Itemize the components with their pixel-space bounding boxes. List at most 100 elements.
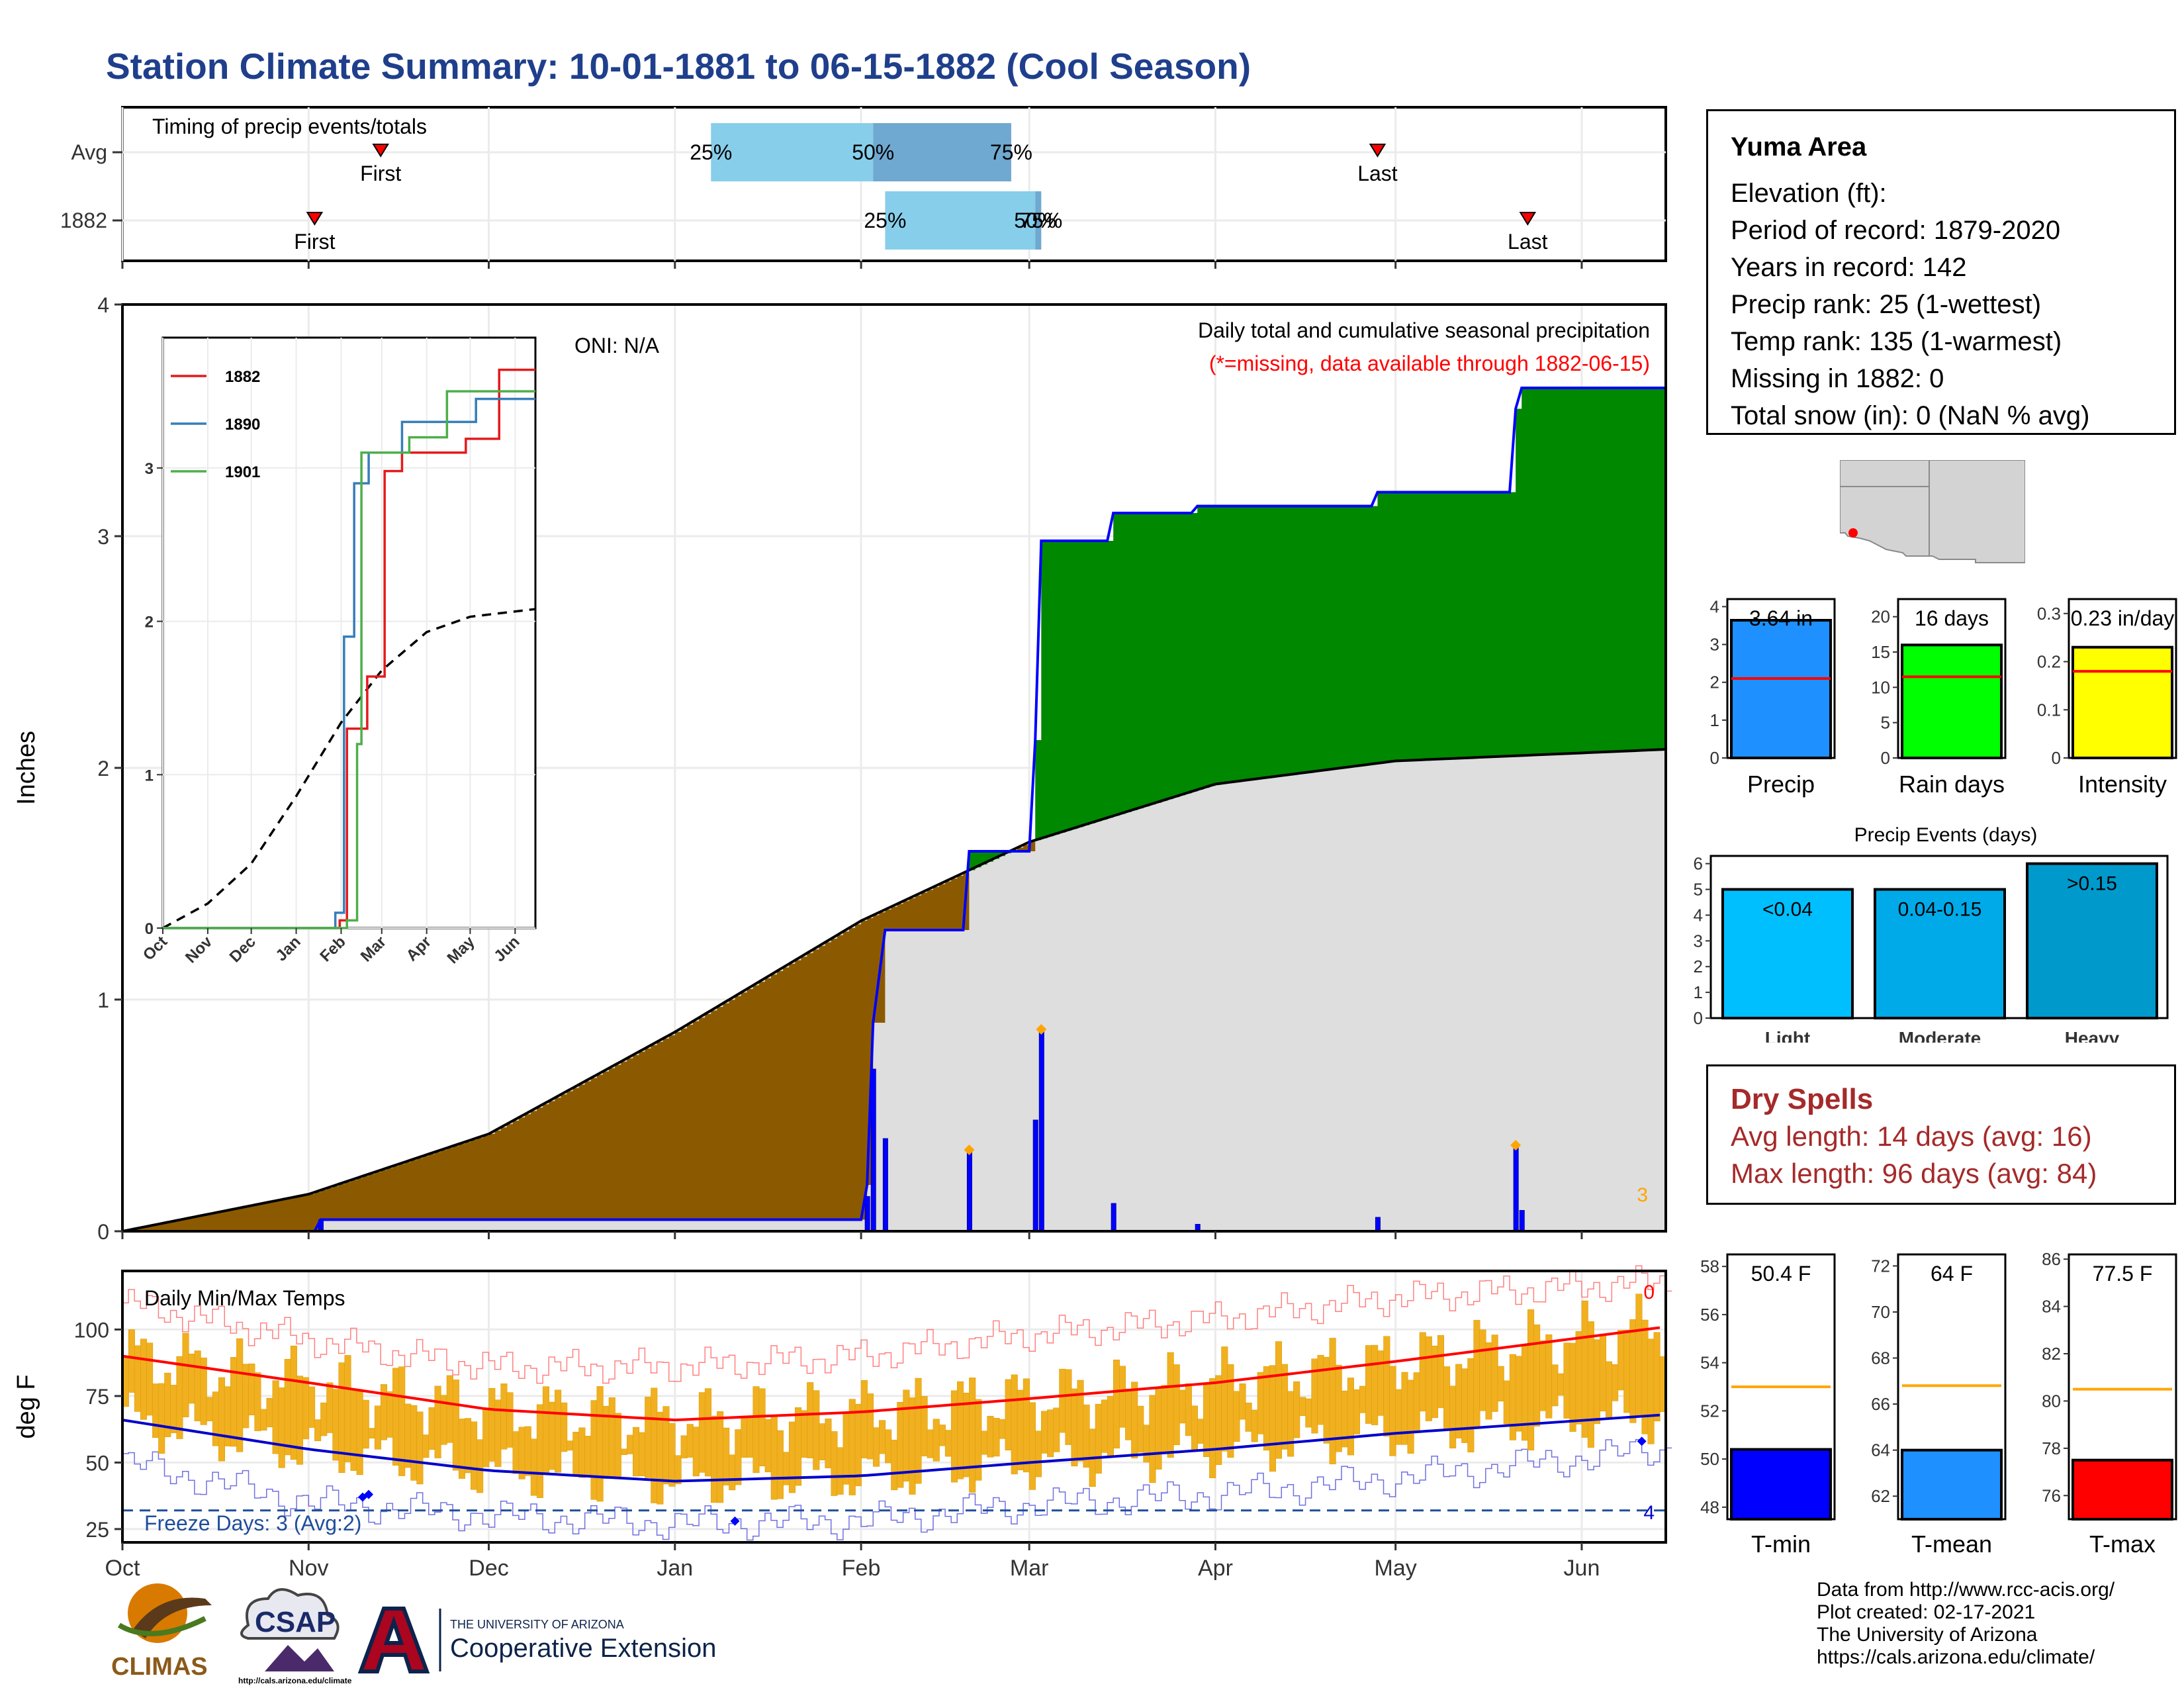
daily-temp-bar: [1293, 1381, 1300, 1438]
daily-temp-bar: [837, 1447, 844, 1495]
daily-temp-bar: [332, 1389, 340, 1461]
daily-temp-bar: [1503, 1380, 1510, 1425]
daily-temp-bar: [1269, 1365, 1276, 1472]
daily-temp-bar: [782, 1452, 790, 1485]
daily-temp-bar: [1587, 1321, 1594, 1448]
daily-temp-bar: [1425, 1336, 1432, 1421]
daily-precip-bar: [1111, 1203, 1116, 1232]
daily-temp-bar: [584, 1436, 592, 1477]
daily-temp-bar: [891, 1440, 898, 1491]
daily-temp-bar: [1257, 1372, 1264, 1434]
daily-temp-bar: [1395, 1389, 1402, 1445]
daily-temp-bar: [801, 1410, 808, 1458]
freeze-marker: [1637, 1436, 1647, 1446]
inset-series-line-1882: [163, 368, 535, 929]
daily-temp-bar: [686, 1424, 694, 1458]
daily-temp-bar: [206, 1397, 213, 1421]
daily-temp-bar: [278, 1387, 285, 1468]
daily-temp-bar: [776, 1430, 784, 1499]
daily-temp-bar: [1557, 1373, 1565, 1396]
daily-temp-bar: [296, 1376, 303, 1465]
dry-spells-max: Max length: 96 days (avg: 84): [1731, 1158, 2097, 1189]
daily-temp-bar: [1581, 1300, 1588, 1438]
daily-temp-bar: [512, 1431, 520, 1474]
daily-temp-bar: [170, 1385, 177, 1433]
summary-ytick-label: 5: [1881, 713, 1890, 733]
daily-temp-bar: [1317, 1354, 1324, 1425]
timing-first-marker: [306, 212, 324, 226]
daily-temp-bar: [1179, 1389, 1186, 1424]
daily-temp-bar: [1233, 1391, 1240, 1442]
daily-temp-bar: [434, 1385, 441, 1458]
daily-temp-bar: [482, 1408, 490, 1468]
daily-temp-bar: [1209, 1378, 1216, 1478]
timing-last-marker: [1369, 144, 1387, 158]
events-title: Precip Events (days): [1854, 824, 2038, 846]
summary-bar-t-mean: [1901, 1448, 2003, 1521]
daily-temp-bar: [1305, 1398, 1312, 1428]
summary-ytick-label: 0: [1881, 748, 1890, 768]
daily-temp-bar: [1521, 1344, 1529, 1441]
ua-line2: Cooperative Extension: [450, 1634, 716, 1663]
daily-temp-bar: [1449, 1385, 1457, 1448]
daily-temp-bar: [1407, 1380, 1414, 1454]
daily-temp-bar: [1479, 1329, 1486, 1411]
daily-temp-bar: [1131, 1382, 1138, 1459]
daily-temp-bar: [1017, 1389, 1024, 1470]
daily-temp-bar: [1359, 1385, 1367, 1413]
inset-frame: [161, 336, 537, 929]
events-bar-label: 0.04-0.15: [1898, 899, 1982, 921]
daily-temp-bar: [1275, 1341, 1283, 1459]
timing-q25-label: 25%: [690, 140, 732, 164]
daily-temp-bar: [326, 1382, 334, 1433]
events-ytick-label: 3: [1694, 931, 1703, 951]
daily-temp-bar: [488, 1387, 496, 1462]
station-years: Years in record: 142: [1731, 253, 1967, 282]
ua-line1: THE UNIVERSITY OF ARIZONA: [450, 1618, 624, 1631]
daily-temp-bar: [158, 1383, 165, 1454]
summary-ytick-label: 84: [2042, 1297, 2061, 1317]
precip-ytick-label: 4: [97, 293, 109, 317]
inset-ytick-label: 3: [145, 460, 154, 478]
daily-temp-bar: [1034, 1430, 1042, 1477]
daily-temp-bar: [356, 1391, 363, 1476]
temp-frame: [121, 1270, 1667, 1544]
summary-ytick-label: 52: [1700, 1401, 1719, 1421]
summary-value-label: 64 F: [1931, 1262, 1973, 1286]
daily-temp-bar: [572, 1432, 580, 1476]
daily-temp-bar: [1245, 1403, 1252, 1432]
daily-temp-bar: [825, 1418, 832, 1468]
events-bar-label: <0.04: [1762, 899, 1813, 921]
daily-temp-bar: [741, 1415, 748, 1458]
daily-temp-bar: [314, 1419, 322, 1442]
daily-temp-bar: [957, 1381, 964, 1479]
daily-temp-bar: [1575, 1331, 1582, 1425]
daily-temp-bar: [698, 1392, 705, 1473]
csap-logo: CSAP http://cals.arizona.edu/climate: [238, 1588, 352, 1685]
daily-temp-bar: [1299, 1397, 1306, 1416]
daily-temp-bar: [723, 1427, 730, 1485]
daily-temp-bar: [975, 1399, 982, 1481]
summary-ytick-label: 0: [2052, 748, 2061, 768]
daily-temp-bar: [452, 1380, 459, 1471]
daily-temp-bar: [1161, 1385, 1168, 1452]
daily-temp-bar: [344, 1355, 351, 1462]
temp-xtick-label: Oct: [105, 1556, 140, 1581]
timing-first-label: First: [294, 230, 335, 254]
daily-temp-bar: [1473, 1320, 1480, 1429]
daily-temp-bar: [1119, 1366, 1126, 1428]
daily-temp-bar: [813, 1390, 820, 1470]
freeze-marker: [364, 1489, 374, 1499]
daily-temp-bar: [915, 1378, 922, 1484]
daily-temp-bar: [1515, 1356, 1522, 1432]
precip-events-chart: Precip Events (days) 0 1 2 3 4 5 6 <0.04 Light 0.…: [1694, 824, 2169, 1043]
dry-spells-avg: Avg length: 14 days (avg: 16): [1731, 1121, 2092, 1152]
summary-panel-name: Intensity: [2078, 771, 2167, 798]
station-temp-rank: Temp rank: 135 (1-warmest): [1731, 327, 2062, 356]
daily-temp-bar: [680, 1435, 688, 1458]
daily-temp-bar: [182, 1333, 189, 1417]
daily-temp-bar: [704, 1388, 711, 1477]
daily-temp-bar: [254, 1372, 261, 1431]
daily-temp-bar: [248, 1363, 255, 1415]
